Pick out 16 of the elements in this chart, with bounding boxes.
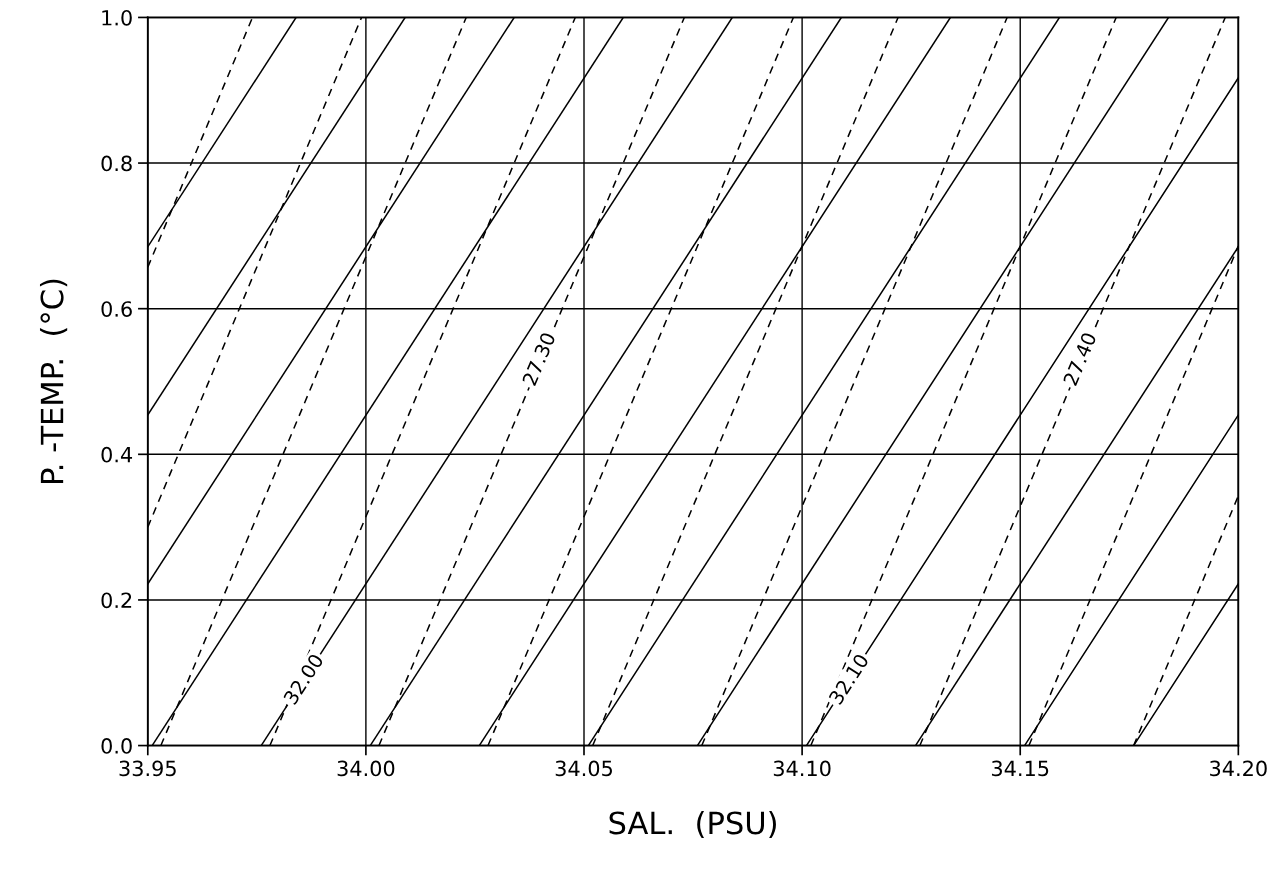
y-tick-label: 0.8	[101, 155, 132, 172]
y-tick-label: 1.0	[102, 9, 132, 26]
annotation: 27.30	[521, 331, 556, 387]
x-axis-title: SAL. (PSU)	[609, 810, 776, 839]
x-tick-label: 34.15	[991, 760, 1049, 777]
y-tick-label: 0.4	[101, 446, 133, 463]
x-tick-label: 34.10	[773, 760, 831, 777]
y-tick-label: 0.0	[101, 738, 132, 754]
y-axis-title: P. -TEMP. (°C)	[39, 279, 68, 483]
x-tick-label: 33.95	[119, 760, 176, 777]
y-tick-label: 0.6	[101, 301, 132, 317]
x-tick-label: 34.05	[555, 760, 612, 777]
x-tick-label: 34.00	[337, 760, 395, 777]
annotation: 27.40	[1062, 331, 1097, 387]
x-tick-label: 34.20	[1210, 760, 1267, 777]
y-tick-label: 0.2	[101, 592, 132, 609]
